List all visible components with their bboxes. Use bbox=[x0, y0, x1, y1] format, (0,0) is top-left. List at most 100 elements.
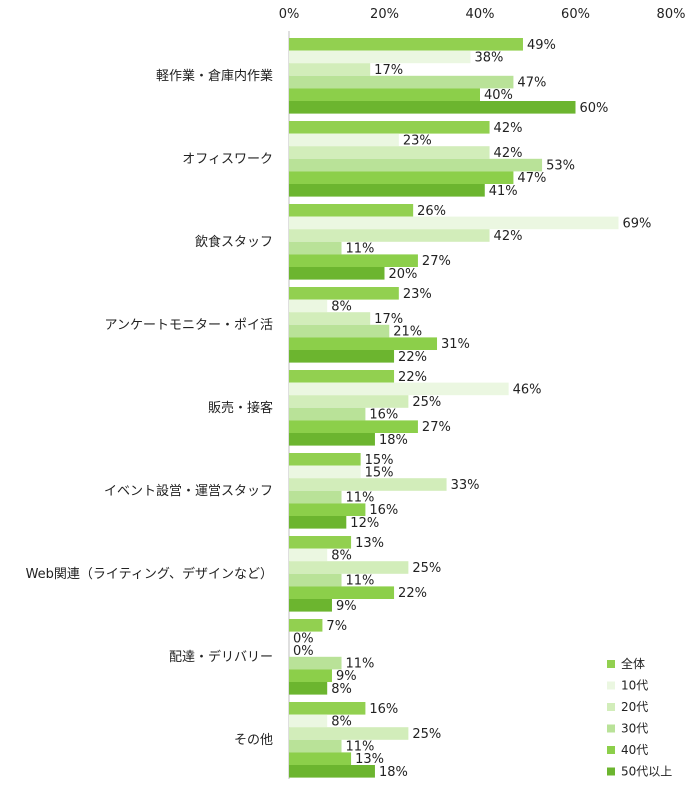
bar bbox=[289, 324, 390, 338]
bar bbox=[289, 407, 366, 421]
bar bbox=[289, 453, 361, 466]
data-label: 46% bbox=[513, 382, 542, 397]
data-label: 21% bbox=[393, 325, 422, 340]
data-label: 22% bbox=[398, 586, 427, 601]
bar bbox=[289, 88, 480, 101]
data-label: 17% bbox=[374, 63, 403, 78]
data-label: 38% bbox=[474, 50, 503, 65]
data-label: 13% bbox=[355, 752, 384, 767]
data-label: 42% bbox=[494, 229, 523, 244]
bar bbox=[289, 682, 328, 695]
bar bbox=[289, 516, 347, 529]
bar bbox=[289, 752, 352, 765]
bar bbox=[289, 656, 342, 670]
data-label: 12% bbox=[350, 516, 379, 531]
bar bbox=[289, 254, 418, 267]
bar bbox=[289, 101, 576, 114]
bar bbox=[289, 267, 385, 280]
data-label: 8% bbox=[331, 714, 352, 729]
legend-label: 50代以上 bbox=[621, 765, 672, 779]
x-tick-label: 40% bbox=[466, 7, 495, 22]
data-label: 8% bbox=[331, 548, 352, 563]
data-label: 25% bbox=[412, 561, 441, 576]
data-label: 27% bbox=[422, 420, 451, 435]
bar bbox=[289, 465, 361, 479]
category-label: 配達・デリバリー bbox=[169, 649, 273, 665]
legend-swatch bbox=[607, 660, 615, 668]
bar bbox=[289, 727, 409, 740]
data-label: 40% bbox=[484, 88, 513, 103]
data-label: 18% bbox=[379, 433, 408, 448]
data-label: 47% bbox=[517, 171, 546, 186]
data-labels: 49%38%17%47%40%60%42%23%42%53%47%41%26%6… bbox=[293, 38, 651, 780]
bar bbox=[289, 287, 399, 300]
data-label: 16% bbox=[369, 408, 398, 423]
data-label: 0% bbox=[293, 631, 314, 646]
data-label: 26% bbox=[417, 204, 446, 219]
category-label: Web関連（ライティング、デザインなど） bbox=[26, 566, 273, 582]
bar bbox=[289, 714, 328, 728]
bar bbox=[289, 370, 395, 383]
data-label: 25% bbox=[412, 727, 441, 742]
data-label: 25% bbox=[412, 395, 441, 410]
bar bbox=[289, 350, 395, 363]
data-label: 20% bbox=[389, 267, 418, 282]
legend-label: 全体 bbox=[621, 656, 645, 671]
bar bbox=[289, 50, 471, 64]
data-label: 22% bbox=[398, 350, 427, 365]
legend: 全体 10代 20代 30代 40代 50代以上 bbox=[607, 656, 672, 779]
bar bbox=[289, 299, 328, 313]
legend-label: 40代 bbox=[621, 743, 648, 757]
category-label: その他 bbox=[234, 733, 273, 748]
category-label: 販売・接客 bbox=[208, 400, 273, 416]
legend-swatch bbox=[607, 703, 615, 711]
data-label: 16% bbox=[369, 503, 398, 518]
data-label: 23% bbox=[403, 287, 432, 302]
data-label: 42% bbox=[494, 121, 523, 136]
legend-swatch bbox=[607, 724, 615, 733]
bar bbox=[289, 312, 371, 325]
bar bbox=[289, 548, 328, 562]
bar bbox=[289, 433, 375, 446]
data-label: 15% bbox=[365, 453, 394, 468]
x-tick-label: 80% bbox=[657, 7, 686, 22]
bar bbox=[289, 121, 490, 134]
category-label: イベント設営・運営スタッフ bbox=[104, 483, 273, 499]
bar bbox=[289, 561, 409, 574]
data-label: 33% bbox=[451, 478, 480, 493]
data-label: 27% bbox=[422, 254, 451, 269]
bar bbox=[289, 204, 414, 217]
bar bbox=[289, 490, 342, 504]
data-label: 49% bbox=[527, 38, 556, 53]
bar bbox=[289, 63, 371, 76]
bar bbox=[289, 158, 543, 172]
data-label: 13% bbox=[355, 536, 384, 551]
bar bbox=[289, 573, 342, 587]
bar bbox=[289, 146, 490, 159]
data-label: 9% bbox=[336, 669, 357, 684]
bar bbox=[289, 503, 366, 516]
bar bbox=[289, 382, 509, 396]
bar bbox=[289, 38, 523, 51]
data-label: 16% bbox=[369, 702, 398, 717]
data-label: 8% bbox=[331, 682, 352, 697]
data-label: 8% bbox=[331, 299, 352, 314]
data-label: 69% bbox=[622, 216, 651, 231]
bar bbox=[289, 133, 399, 147]
data-label: 11% bbox=[346, 574, 375, 589]
data-label: 11% bbox=[346, 657, 375, 672]
data-label: 11% bbox=[346, 491, 375, 506]
legend-label: 30代 bbox=[621, 722, 648, 736]
data-label: 60% bbox=[580, 101, 609, 116]
data-label: 9% bbox=[336, 599, 357, 614]
x-tick-label: 60% bbox=[561, 7, 590, 22]
bar bbox=[289, 599, 332, 612]
data-label: 42% bbox=[494, 146, 523, 161]
bar bbox=[289, 536, 352, 549]
bar bbox=[289, 395, 409, 408]
bar bbox=[289, 75, 514, 89]
category-label: オフィスワーク bbox=[182, 152, 273, 167]
x-axis-ticks: 0% 20% 40% 60% 80% bbox=[279, 7, 686, 22]
bar bbox=[289, 478, 447, 491]
